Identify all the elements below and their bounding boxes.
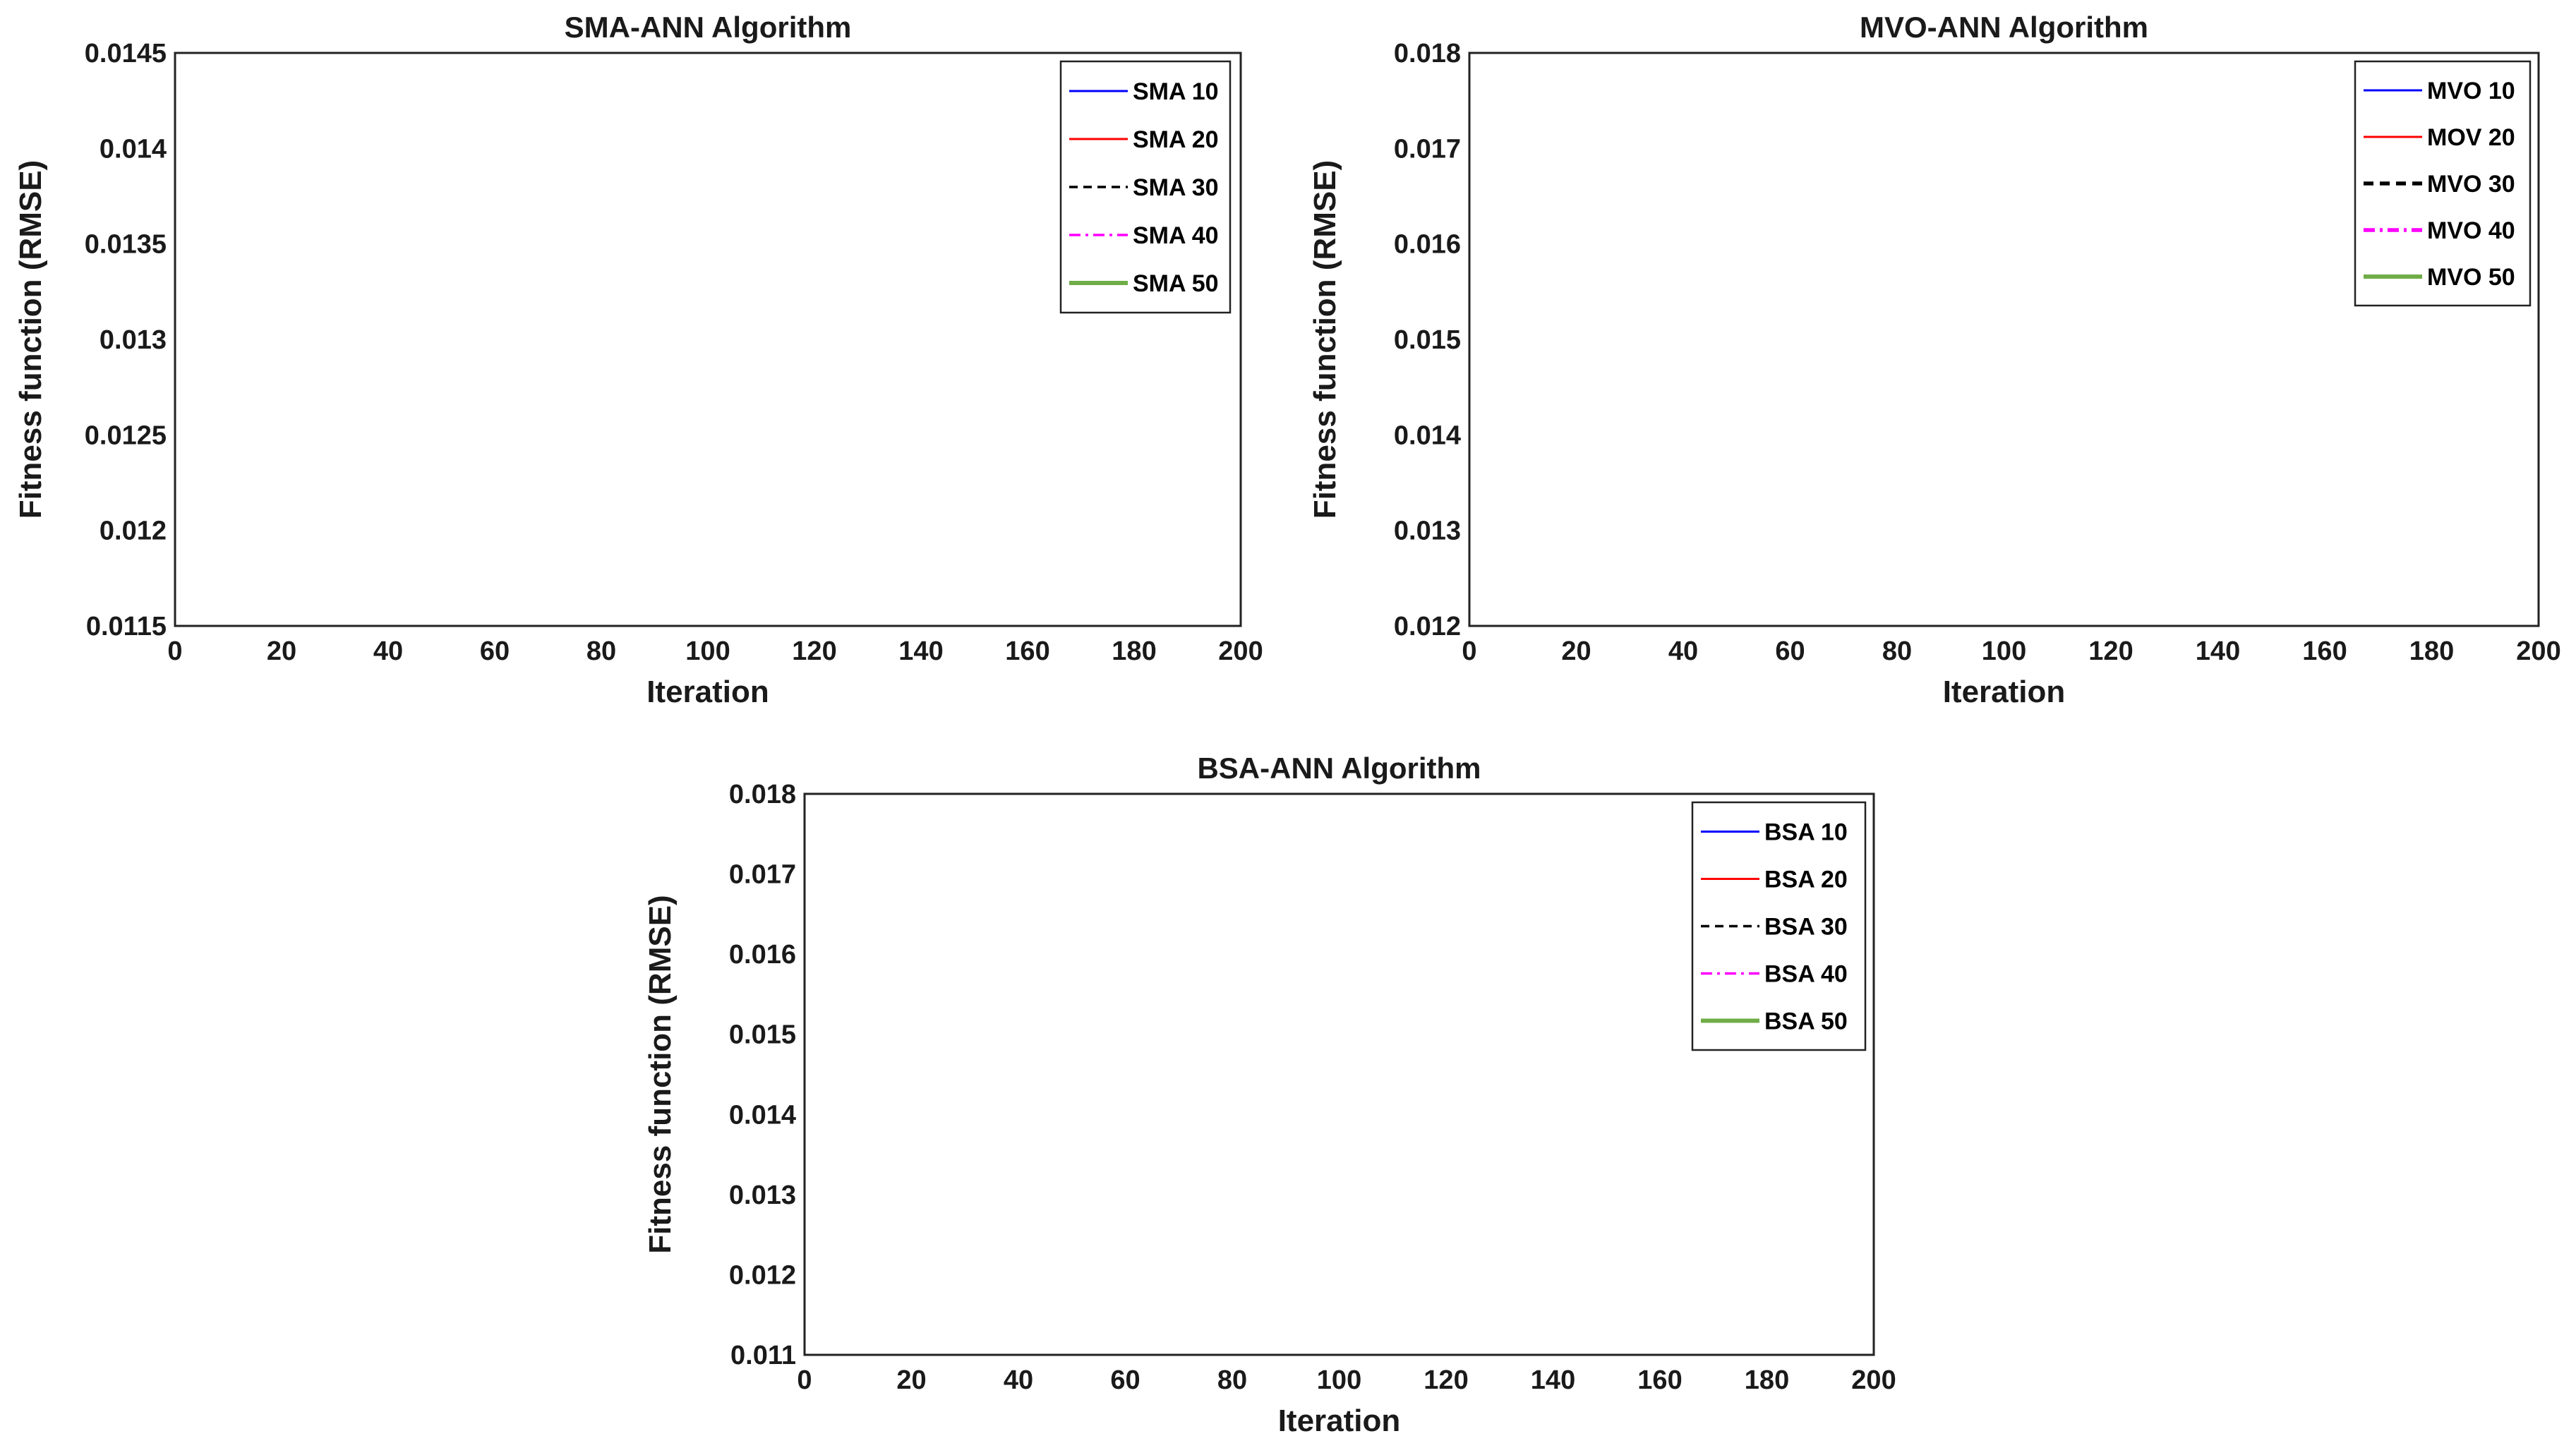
x-tick-label: 60 bbox=[1775, 636, 1805, 666]
x-tick-label: 80 bbox=[586, 636, 616, 666]
x-tick-label: 0 bbox=[797, 1365, 812, 1395]
y-tick-label: 0.015 bbox=[729, 1020, 796, 1050]
legend-label: BSA 10 bbox=[1764, 819, 1848, 846]
y-tick-label: 0.013 bbox=[729, 1181, 796, 1210]
x-tick-label: 180 bbox=[1112, 636, 1156, 666]
chart-title: MVO-ANN Algorithm bbox=[1860, 11, 2148, 44]
y-tick-label: 0.014 bbox=[100, 134, 167, 164]
legend: BSA 10 BSA 20 BSA 30 BSA 40 BSA 50 bbox=[1691, 801, 1867, 1051]
x-tick-label: 20 bbox=[267, 636, 296, 666]
x-tick-label: 160 bbox=[2302, 636, 2347, 666]
y-tick-label: 0.012 bbox=[100, 517, 167, 546]
x-tick-label: 40 bbox=[1668, 636, 1698, 666]
x-axis-label: Iteration bbox=[1278, 1404, 1401, 1438]
legend-label: MVO 50 bbox=[2427, 264, 2515, 291]
x-tick-label: 40 bbox=[1004, 1365, 1033, 1395]
legend: MVO 10 MOV 20 MVO 30 MVO 40 MVO 50 bbox=[2354, 60, 2532, 307]
y-tick-label: 0.017 bbox=[1394, 134, 1461, 164]
y-axis-label: Fitness function (RMSE) bbox=[1308, 160, 1342, 519]
legend-label: SMA 20 bbox=[1133, 126, 1219, 153]
legend-label: BSA 50 bbox=[1764, 1008, 1848, 1035]
y-tick-label: 0.0135 bbox=[85, 230, 167, 260]
x-tick-label: 200 bbox=[1851, 1365, 1896, 1395]
chart-panel-1: 0 20 40 60 80 100 120 140 160 180 200 0.0115 0.012 0.… bbox=[13, 11, 1263, 709]
x-tick-label: 140 bbox=[1531, 1365, 1575, 1395]
x-tick-label: 160 bbox=[1005, 636, 1049, 666]
chart-panel-2: 0 20 40 60 80 100 120 140 160 180 200 0.012 0.013 0.0… bbox=[1308, 11, 2561, 709]
x-axis-label: Iteration bbox=[646, 675, 769, 709]
x-tick-label: 60 bbox=[480, 636, 510, 666]
chart-panel-3: 0 20 40 60 80 100 120 140 160 180 200 0.011 0.012 0.0… bbox=[643, 752, 1896, 1438]
legend-label: MVO 40 bbox=[2427, 217, 2515, 244]
x-tick-label: 100 bbox=[1317, 1365, 1361, 1395]
x-tick-label: 0 bbox=[167, 636, 182, 666]
y-tick-label: 0.017 bbox=[729, 860, 796, 890]
legend-label: SMA 10 bbox=[1133, 78, 1219, 105]
y-tick-label: 0.0145 bbox=[85, 39, 167, 68]
x-tick-label: 180 bbox=[1745, 1365, 1789, 1395]
y-axis-label: Fitness function (RMSE) bbox=[13, 160, 48, 519]
chart-title: SMA-ANN Algorithm bbox=[565, 11, 852, 44]
x-tick-label: 80 bbox=[1882, 636, 1912, 666]
x-tick-label: 120 bbox=[792, 636, 836, 666]
x-tick-label: 100 bbox=[1982, 636, 2026, 666]
legend-label: MVO 10 bbox=[2427, 78, 2515, 104]
y-axis-label: Fitness function (RMSE) bbox=[643, 895, 678, 1253]
y-tick-label: 0.016 bbox=[1394, 230, 1461, 260]
y-tick-label: 0.012 bbox=[729, 1260, 796, 1290]
legend-label: BSA 20 bbox=[1764, 867, 1848, 893]
x-tick-label: 140 bbox=[2196, 636, 2240, 666]
x-tick-label: 80 bbox=[1217, 1365, 1247, 1395]
y-tick-label: 0.014 bbox=[1394, 421, 1461, 450]
y-tick-label: 0.0115 bbox=[86, 612, 167, 641]
chart-title: BSA-ANN Algorithm bbox=[1197, 752, 1481, 785]
x-tick-label: 160 bbox=[1637, 1365, 1682, 1395]
y-tick-label: 0.018 bbox=[1394, 39, 1461, 68]
legend-label: SMA 40 bbox=[1133, 222, 1219, 249]
y-tick-label: 0.011 bbox=[730, 1341, 796, 1370]
x-tick-label: 120 bbox=[2088, 636, 2133, 666]
x-tick-label: 120 bbox=[1424, 1365, 1468, 1395]
x-tick-label: 180 bbox=[2409, 636, 2454, 666]
y-tick-label: 0.013 bbox=[100, 325, 167, 355]
x-tick-label: 20 bbox=[896, 1365, 926, 1395]
legend-label: SMA 30 bbox=[1133, 174, 1219, 201]
legend-label: MOV 20 bbox=[2427, 124, 2515, 151]
y-tick-label: 0.015 bbox=[1394, 325, 1461, 355]
x-tick-label: 0 bbox=[1462, 636, 1476, 666]
x-tick-label: 20 bbox=[1561, 636, 1591, 666]
legend: SMA 10 SMA 20 SMA 30 SMA 40 SMA 50 bbox=[1059, 60, 1232, 314]
y-tick-label: 0.0125 bbox=[85, 421, 167, 450]
x-tick-label: 200 bbox=[2516, 636, 2560, 666]
y-tick-label: 0.016 bbox=[729, 940, 796, 970]
y-tick-label: 0.012 bbox=[1394, 612, 1461, 641]
x-axis-label: Iteration bbox=[1943, 675, 2066, 709]
x-tick-label: 60 bbox=[1110, 1365, 1140, 1395]
x-tick-label: 100 bbox=[685, 636, 730, 666]
legend-label: BSA 40 bbox=[1764, 961, 1848, 988]
x-tick-label: 140 bbox=[898, 636, 943, 666]
x-tick-label: 200 bbox=[1218, 636, 1263, 666]
y-tick-label: 0.013 bbox=[1394, 517, 1461, 546]
legend-label: SMA 50 bbox=[1133, 270, 1219, 297]
legend-label: BSA 30 bbox=[1764, 914, 1848, 941]
y-tick-label: 0.018 bbox=[729, 780, 796, 809]
legend-label: MVO 30 bbox=[2427, 171, 2515, 198]
x-tick-label: 40 bbox=[373, 636, 403, 666]
y-tick-label: 0.014 bbox=[729, 1100, 796, 1130]
